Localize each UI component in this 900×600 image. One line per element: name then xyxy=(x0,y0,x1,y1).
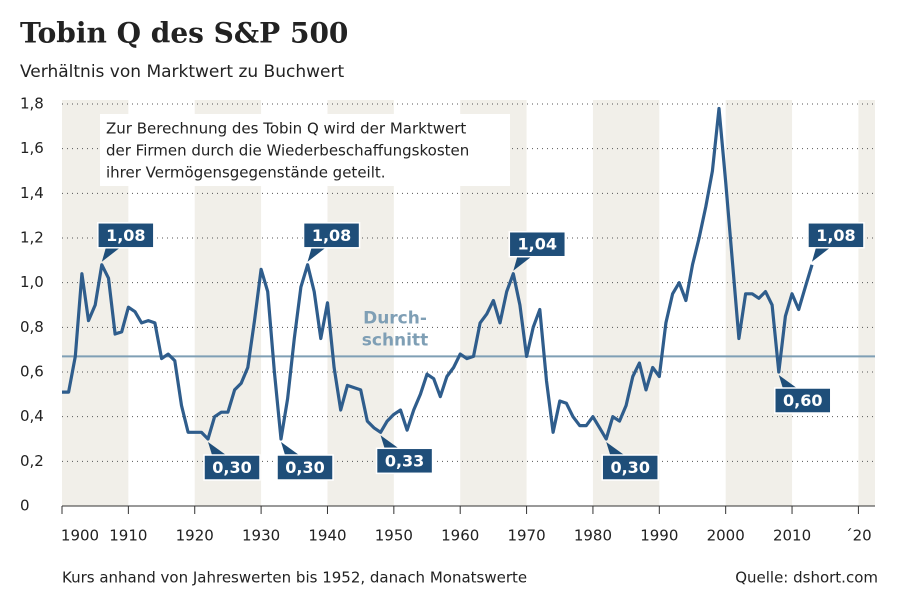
annotation-box xyxy=(508,230,567,258)
average-label: schnitt xyxy=(362,330,428,350)
band xyxy=(858,100,875,506)
y-tick-label: 1,4 xyxy=(20,184,44,202)
annotation-box xyxy=(203,454,261,481)
y-tick-label: 1,0 xyxy=(20,273,44,291)
annotation-box xyxy=(97,222,155,249)
annotation-label: 1,08 xyxy=(106,226,145,245)
footnote: Kurs anhand von Jahreswerten bis 1952, d… xyxy=(62,569,527,587)
x-tick-label: 1970 xyxy=(507,527,545,545)
x-tick-label: 1930 xyxy=(242,527,280,545)
y-tick-label: 1,6 xyxy=(20,139,44,157)
note-box xyxy=(100,114,510,186)
note: Zur Berechnung des Tobin Q wird der Mark… xyxy=(106,120,466,138)
x-tick-label: 1990 xyxy=(640,527,678,545)
source: Quelle: dshort.com xyxy=(735,569,878,587)
annotation-pointer xyxy=(307,247,326,262)
x-tick-label: 1950 xyxy=(375,527,413,545)
chart-subtitle: Verhältnis von Marktwert zu Buchwert xyxy=(20,62,344,82)
annotation-label: 0,30 xyxy=(610,458,649,477)
y-tick-label: 1,8 xyxy=(20,95,44,113)
x-tick-label: ´20 xyxy=(845,527,872,545)
annotation-label: 1,08 xyxy=(312,226,351,245)
annotation-pointer xyxy=(208,442,227,455)
annotation-box xyxy=(276,454,334,481)
x-tick-label: 1960 xyxy=(441,527,479,545)
annotation-box xyxy=(302,222,361,249)
x-tick-label: 1910 xyxy=(109,527,147,545)
annotation-box xyxy=(807,222,865,249)
annotation-pointer xyxy=(101,247,120,262)
x-tick-label: 2000 xyxy=(707,527,745,545)
annotation-label: 0,33 xyxy=(385,451,424,470)
x-tick-label: 2010 xyxy=(773,527,811,545)
annotation-pointer xyxy=(281,442,300,455)
annotation-label: 1,04 xyxy=(518,235,557,254)
annotation-pointer xyxy=(606,442,625,455)
y-tick-label: 0,8 xyxy=(20,318,44,336)
annotation-label: 1,08 xyxy=(816,226,855,245)
y-tick-label: 0,2 xyxy=(20,452,44,470)
x-tick-label: 1920 xyxy=(176,527,214,545)
y-tick-label: 0,4 xyxy=(20,407,44,425)
y-tick-label: 1,2 xyxy=(20,229,44,247)
x-tick-label: 1900 xyxy=(61,527,99,545)
x-tick-label: 1980 xyxy=(574,527,612,545)
y-tick-label: 0 xyxy=(20,497,30,515)
band xyxy=(592,100,660,506)
annotation-label: 0,60 xyxy=(783,391,822,410)
annotation-pointer xyxy=(778,375,797,388)
data-line xyxy=(62,106,814,441)
note: der Firmen durch die Wiederbeschaffungsk… xyxy=(106,142,469,160)
annotation-pointer xyxy=(811,247,830,262)
chart-title: Tobin Q des S&P 500 xyxy=(20,17,348,50)
average-label: Durch- xyxy=(363,308,427,328)
annotation-pointer xyxy=(513,256,532,271)
annotation-pointer xyxy=(380,435,399,449)
y-tick-label: 0,6 xyxy=(20,363,44,381)
annotation-box xyxy=(601,454,659,481)
annotation-label: 0,30 xyxy=(212,458,251,477)
annotation-box xyxy=(774,387,832,414)
annotation-label: 0,30 xyxy=(285,458,324,477)
note: ihrer Vermögensgegenstände geteilt. xyxy=(106,164,386,182)
x-tick-label: 1940 xyxy=(308,527,346,545)
annotation-box xyxy=(375,447,434,475)
